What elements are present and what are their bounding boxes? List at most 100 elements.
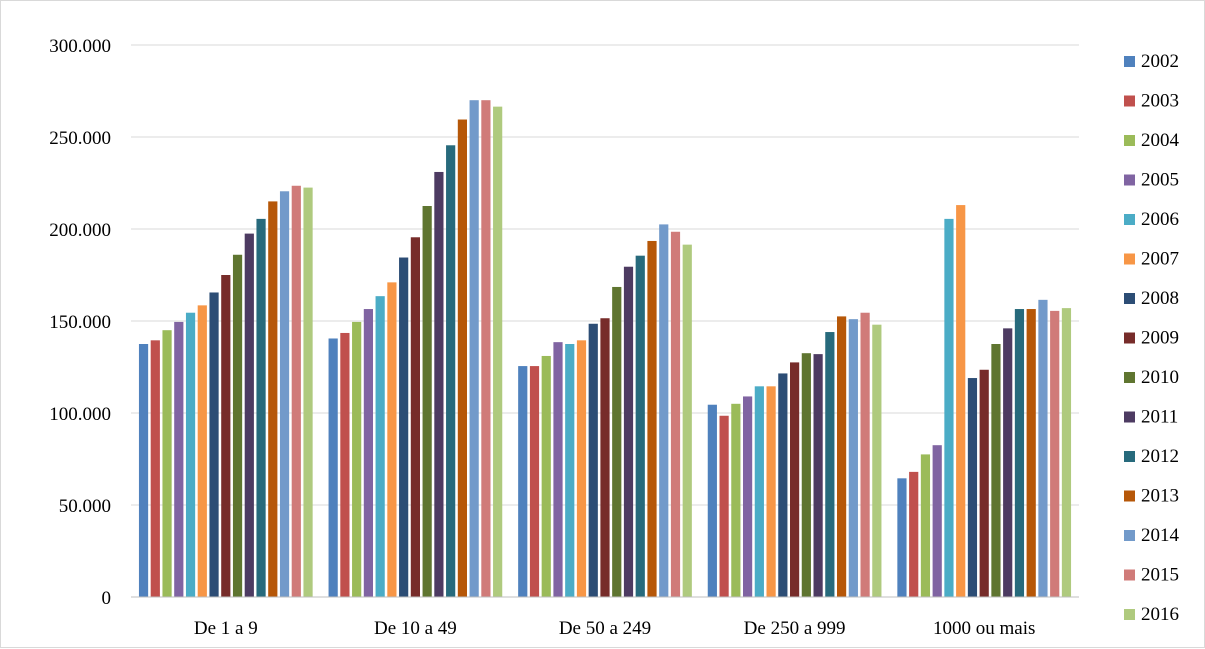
bar <box>410 237 420 597</box>
bar <box>457 119 467 598</box>
bar <box>541 355 551 597</box>
bar <box>481 100 491 597</box>
legend-swatch <box>1124 56 1135 67</box>
bar <box>1061 308 1072 597</box>
bar <box>991 344 1001 597</box>
bar <box>303 187 313 597</box>
bar <box>352 321 362 597</box>
bar <box>754 386 764 597</box>
bar <box>813 354 823 597</box>
legend-entry-label: 2008 <box>1141 288 1179 309</box>
legend-entry-label: 2011 <box>1141 407 1178 428</box>
legend-swatch <box>1124 214 1135 225</box>
bar <box>529 366 540 597</box>
bar <box>967 378 978 597</box>
legend-swatch <box>1124 293 1135 304</box>
legend-entry-label: 2015 <box>1141 565 1179 586</box>
bar <box>647 240 657 597</box>
bar <box>138 344 149 597</box>
x-category-label: De 10 a 49 <box>374 618 457 639</box>
bar <box>232 254 243 597</box>
axes: 0 50.000 100.000 150.000 200.000 250.000 300.0… <box>49 36 1079 639</box>
legend-entry-label: 2010 <box>1141 367 1179 388</box>
legend-swatch <box>1124 332 1135 344</box>
bar <box>743 396 753 597</box>
bar <box>291 185 301 597</box>
x-category-label: De 1 a 9 <box>194 618 258 639</box>
bar <box>778 373 788 597</box>
bar <box>446 145 456 597</box>
y-tick-label: 200.000 <box>49 220 111 241</box>
bar <box>387 282 397 597</box>
legend-entry-label: 2004 <box>1141 130 1180 151</box>
bar <box>221 275 231 597</box>
bar <box>731 403 741 597</box>
bar <box>1050 310 1060 597</box>
bar <box>635 255 645 597</box>
bar <box>872 324 882 597</box>
legend-swatch <box>1124 253 1135 265</box>
bar <box>801 353 811 597</box>
x-category-label: De 250 a 999 <box>744 618 846 639</box>
legend-swatch <box>1124 174 1135 186</box>
bar <box>932 445 942 597</box>
x-category-label: 1000 ou mais <box>933 618 1035 639</box>
x-category-label: De 50 a 249 <box>559 618 651 639</box>
bar <box>340 332 350 597</box>
bar <box>493 106 503 597</box>
bar <box>612 286 622 597</box>
bar <box>719 415 729 597</box>
bar <box>363 309 373 597</box>
bars <box>138 100 1072 598</box>
bar <box>197 305 207 597</box>
bar <box>860 312 870 597</box>
legend-entry-label: 2013 <box>1141 486 1179 507</box>
bar <box>979 369 989 597</box>
legend-entry-label: 2009 <box>1141 328 1179 349</box>
bar <box>576 340 587 597</box>
bar <box>399 257 409 597</box>
legend: 2002 2003 2004 2005 2006 2007 2008 2009 2010 2011… <box>1124 51 1180 625</box>
legend-swatch <box>1124 451 1135 462</box>
bar <box>244 233 254 597</box>
legend-entry-label: 2012 <box>1141 446 1179 467</box>
bar <box>174 321 184 597</box>
bar <box>469 100 479 597</box>
bar <box>588 323 598 597</box>
bar <box>766 386 776 597</box>
legend-swatch <box>1124 609 1135 620</box>
y-tick-label: 250.000 <box>49 128 111 149</box>
bar <box>920 454 931 597</box>
bar <box>268 201 278 597</box>
bar <box>162 330 172 597</box>
legend-swatch <box>1124 490 1135 502</box>
bar <box>1038 299 1048 597</box>
y-tick-label: 150.000 <box>49 312 111 333</box>
bar <box>909 471 919 597</box>
bar <box>256 218 266 597</box>
bar <box>209 292 219 597</box>
bar <box>434 171 444 597</box>
legend-swatch <box>1124 411 1135 423</box>
legend-entry-label: 2002 <box>1141 51 1179 72</box>
legend-swatch <box>1124 95 1135 107</box>
bar <box>956 205 966 597</box>
bar <box>1026 309 1036 597</box>
legend-swatch <box>1124 569 1135 581</box>
bar <box>328 338 338 597</box>
bar <box>837 316 847 597</box>
bar <box>279 191 290 597</box>
legend-swatch <box>1124 372 1135 383</box>
legend-entry-label: 2006 <box>1141 209 1179 230</box>
bar <box>1003 328 1013 597</box>
bar <box>848 319 858 597</box>
bar <box>1014 309 1025 597</box>
bar <box>944 218 954 597</box>
legend-entry-label: 2014 <box>1141 525 1180 546</box>
bar <box>518 366 528 597</box>
bar <box>682 244 692 597</box>
bar <box>375 296 385 597</box>
bar <box>670 231 681 597</box>
